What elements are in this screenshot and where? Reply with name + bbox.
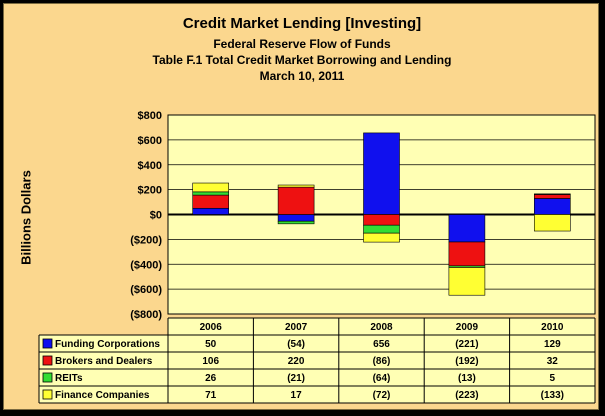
- data-label: 5: [550, 373, 556, 384]
- chart-frame: Credit Market Lending [Investing] Federa…: [3, 3, 599, 410]
- bar: [448, 241, 486, 267]
- data-label: (192): [455, 356, 478, 367]
- bar: [448, 214, 486, 243]
- data-label: 129: [544, 339, 561, 350]
- bar: [363, 232, 400, 243]
- data-label: 26: [205, 373, 217, 384]
- bar: [192, 182, 229, 193]
- y-tick-label: ($200): [130, 234, 162, 246]
- legend-entry: Finance Companies: [55, 390, 150, 401]
- bar: [192, 194, 229, 209]
- legend-key: [42, 389, 53, 400]
- data-label: (133): [541, 390, 564, 401]
- legend-key: [42, 338, 53, 349]
- bar: [277, 220, 315, 225]
- chart-plot: $800 $600 $400 $200 $0 ($200) ($400) ($600) ($80…: [38, 110, 596, 404]
- x-tick-label: 2007: [285, 322, 308, 333]
- bar: [192, 207, 229, 215]
- y-tick-label: $400: [138, 160, 162, 172]
- bar: [533, 194, 571, 199]
- x-tick-label: 2008: [370, 322, 393, 333]
- y-tick-label: ($600): [130, 284, 162, 296]
- data-label: (13): [458, 373, 476, 384]
- data-label: (86): [373, 356, 391, 367]
- bar: [363, 214, 400, 226]
- data-label: (54): [287, 339, 305, 350]
- x-tick-label: 2010: [541, 322, 564, 333]
- data-label: 106: [202, 356, 219, 367]
- data-label: 220: [288, 356, 305, 367]
- legend-key: [42, 372, 53, 383]
- bar: [277, 214, 315, 222]
- bar: [533, 193, 571, 195]
- chart-title: Credit Market Lending [Investing]: [182, 15, 422, 32]
- y-tick-label: $600: [138, 135, 162, 147]
- legend-entry: REITs: [55, 373, 83, 384]
- data-label: (221): [455, 339, 478, 350]
- y-tick-label: $200: [138, 185, 162, 197]
- data-label: (72): [373, 390, 391, 401]
- data-label: 32: [547, 356, 559, 367]
- bar: [363, 224, 400, 234]
- bar: [533, 198, 571, 215]
- data-label: (21): [287, 373, 305, 384]
- y-tick-label: ($400): [130, 259, 162, 271]
- data-label: 17: [291, 390, 303, 401]
- chart-subtitle-line-1: Federal Reserve Flow of Funds: [213, 37, 391, 51]
- data-label: (64): [373, 373, 391, 384]
- bar: [277, 184, 315, 188]
- data-label: 71: [205, 390, 217, 401]
- data-label: 656: [373, 339, 390, 350]
- bar: [363, 132, 400, 215]
- chart-subtitle-line-2: Table F.1 Total Credit Market Borrowing …: [152, 53, 452, 67]
- data-label: 50: [205, 339, 217, 350]
- bar: [192, 191, 229, 196]
- bar: [277, 186, 315, 215]
- bar: [448, 267, 486, 296]
- data-label: (223): [455, 390, 478, 401]
- y-tick-label: $0: [150, 210, 162, 222]
- legend-entry: Funding Corporations: [55, 339, 160, 350]
- y-tick-label: $800: [138, 110, 162, 122]
- bar: [533, 214, 571, 232]
- x-tick-label: 2009: [456, 322, 479, 333]
- legend-key: [42, 355, 53, 366]
- chart-subtitle-line-3: March 10, 2011: [259, 69, 345, 83]
- x-tick-label: 2006: [200, 322, 223, 333]
- data-table-header-background: [168, 318, 595, 335]
- y-tick-label: ($800): [130, 309, 162, 321]
- legend-entry: Brokers and Dealers: [55, 356, 153, 367]
